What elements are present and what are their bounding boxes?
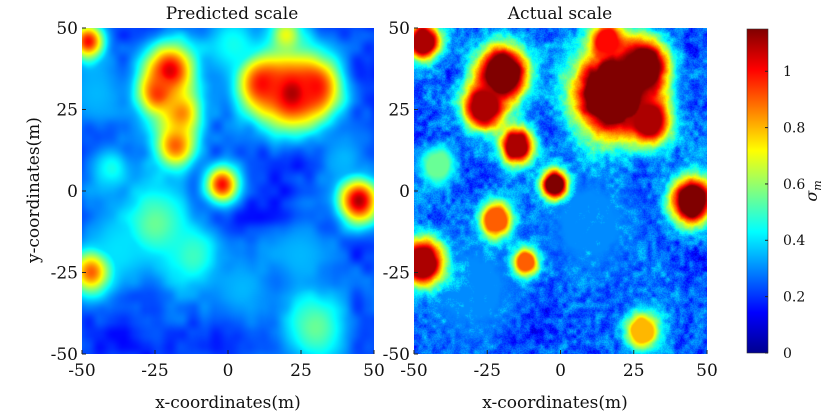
predicted-x-tick-label: 0 [223,361,234,381]
colorbar-gradient [746,28,769,354]
actual-x-axis-label: x-coordinates(m) [482,393,628,413]
colorbar-label-subscript: m [811,180,824,190]
predicted-x-tick-label: -25 [141,361,168,381]
predicted-x-tick-label: 25 [290,361,312,381]
predicted-x-tick-label: 50 [363,361,385,381]
predicted-heatmap [82,28,374,354]
actual-panel: Actual scale -50 -25 0 25 50 50 25 0 -25 -50 x-c… [383,4,718,413]
actual-y-tick-label: -50 [383,345,410,365]
colorbar-tick-label: 0.6 [783,177,805,193]
actual-y-tick-label: -25 [383,263,410,283]
actual-y-ticks: 50 25 0 -25 -50 [383,19,418,365]
actual-y-tick-label: 50 [388,19,410,39]
predicted-y-tick-label: 0 [67,182,78,202]
actual-x-tick-label: 50 [696,361,718,381]
actual-panel-title: Actual scale [507,4,612,24]
actual-x-tick-label: 25 [623,361,645,381]
actual-y-tick-label: 0 [399,182,410,202]
predicted-y-tick-label: 50 [56,19,78,39]
colorbar: 0 0.2 0.4 0.6 0.8 1 σm [746,28,824,362]
actual-x-tick-label: -50 [400,361,427,381]
colorbar-tick-label: 0 [783,346,792,362]
colorbar-tick-label: 0.8 [783,121,805,137]
actual-x-tick-label: 0 [555,361,566,381]
actual-x-tick-label: -25 [474,361,501,381]
predicted-panel-title: Predicted scale [166,4,299,24]
colorbar-tick-label: 0.4 [783,233,805,249]
colorbar-tick-label: 1 [783,64,792,80]
actual-y-tick-label: 25 [388,100,410,120]
colorbar-label-symbol: σ [802,190,821,202]
predicted-y-tick-label: 25 [56,100,78,120]
predicted-panel: Predicted scale -50 -25 0 25 50 50250-25-50 … [24,4,385,413]
predicted-y-tick-label: -25 [51,263,78,283]
predicted-y-tick-label: -50 [51,345,78,365]
predicted-y-ticks: 50 25 0 -25 -50 [51,19,86,365]
predicted-heatmap-wrapper [82,28,374,354]
predicted-x-ticks: -50 -25 0 25 50 [68,350,385,381]
predicted-y-axis-label: y-coordinates(m) [24,117,44,264]
predicted-x-tick-label: -50 [68,361,95,381]
colorbar-ticks: 0 0.2 0.4 0.6 0.8 1 [765,64,805,362]
colorbar-tick-label: 0.2 [783,290,805,306]
actual-x-ticks: -50 -25 0 25 50 [400,350,718,381]
actual-heatmap [414,28,707,354]
actual-heatmap-wrapper [414,28,707,354]
colorbar-label: σm [802,180,824,201]
predicted-x-axis-label: x-coordinates(m) [155,393,301,413]
